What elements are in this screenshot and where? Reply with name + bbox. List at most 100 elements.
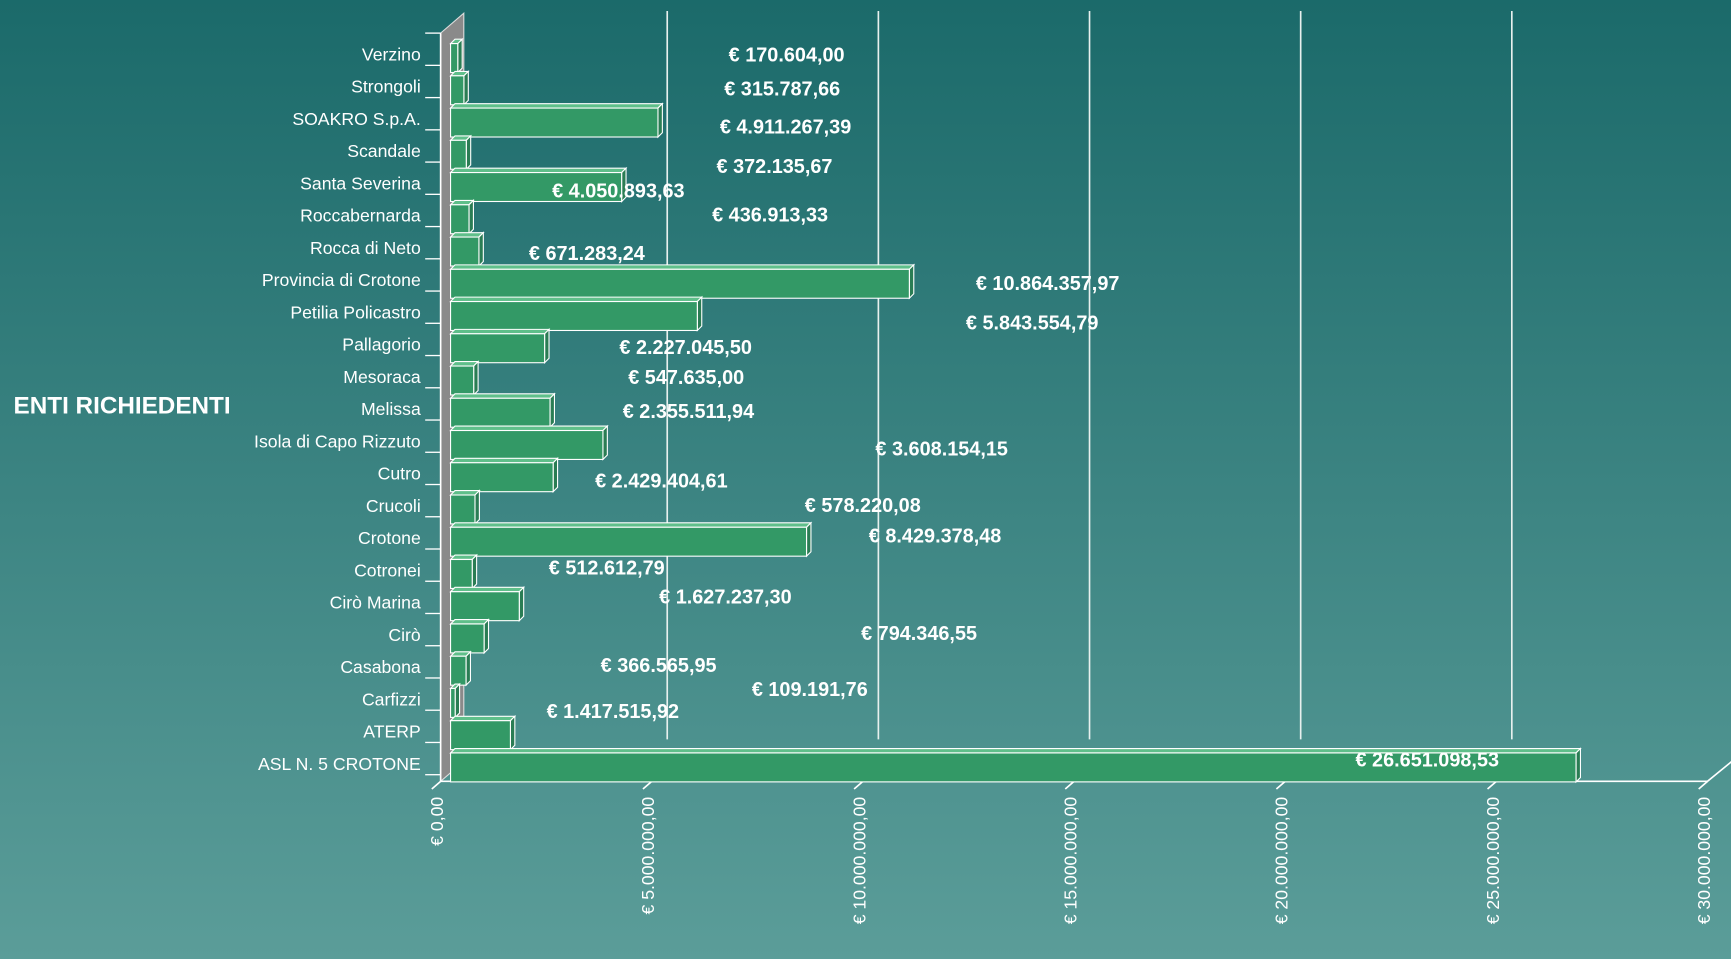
bar xyxy=(449,328,551,365)
bar-side xyxy=(478,231,484,268)
x-tick-label: € 20.000.000,00 xyxy=(1272,797,1292,925)
category-label: Carfizzi xyxy=(362,689,421,709)
value-label: € 1.627.237,30 xyxy=(659,586,792,608)
bar-front xyxy=(450,43,459,74)
bar-front xyxy=(450,720,511,751)
bar-top xyxy=(449,167,628,174)
tick-mark xyxy=(1698,780,1709,790)
category-label: Melissa xyxy=(361,399,421,419)
bar xyxy=(449,682,461,719)
value-label: € 3.608.154,15 xyxy=(875,439,1008,461)
bar xyxy=(449,134,473,171)
bar-side xyxy=(471,553,478,590)
bar xyxy=(449,360,480,397)
bar xyxy=(449,295,704,332)
category-label: Scandale xyxy=(347,141,421,161)
category-label: Cirò Marina xyxy=(330,593,421,613)
bar-front xyxy=(450,558,473,589)
bar xyxy=(449,650,472,687)
bar xyxy=(449,37,464,74)
x-tick-label: € 25.000.000,00 xyxy=(1483,797,1503,925)
value-label: € 436.913,33 xyxy=(712,205,828,227)
tick-mark xyxy=(1486,780,1497,790)
category-label: Crucoli xyxy=(366,496,421,516)
category-label: Santa Severina xyxy=(300,173,421,193)
value-label: € 5.843.554,79 xyxy=(966,313,1099,335)
bar-side xyxy=(552,457,559,494)
bar-front xyxy=(450,591,520,622)
value-label: € 671.283,24 xyxy=(529,243,645,265)
bar-top xyxy=(449,522,813,528)
bar-side xyxy=(474,489,480,526)
value-label: € 8.429.378,48 xyxy=(869,526,1002,548)
bar-front xyxy=(450,655,467,686)
category-label: Verzino xyxy=(362,45,421,65)
bar-side xyxy=(463,70,469,107)
bar xyxy=(449,457,559,494)
value-label: € 2.227.045,50 xyxy=(619,337,752,359)
bar-front xyxy=(450,752,1577,783)
bar-side xyxy=(908,263,915,300)
value-label: € 1.417.515,92 xyxy=(547,701,680,723)
bar-top xyxy=(449,586,526,593)
bar xyxy=(449,553,478,590)
bar-front xyxy=(450,397,551,428)
value-label: € 512.612,79 xyxy=(549,558,665,580)
category-label: Cutro xyxy=(378,464,421,484)
category-label: ASL N. 5 CROTONE xyxy=(258,754,421,774)
x-tick-label: € 0,00 xyxy=(427,797,447,846)
bar-side xyxy=(518,585,525,622)
category-label: SOAKRO S.p.A. xyxy=(292,109,420,129)
tick-mark xyxy=(853,780,864,790)
category-label: Roccabernarda xyxy=(300,206,421,226)
bar-front xyxy=(450,268,910,299)
category-label: Provincia di Crotone xyxy=(262,270,421,290)
value-label: € 4.911.267,39 xyxy=(720,116,851,138)
bar-front xyxy=(450,494,476,525)
value-label: € 547.635,00 xyxy=(628,367,744,389)
bar-side xyxy=(805,521,812,558)
bar-front xyxy=(450,462,554,493)
tick-mark xyxy=(1064,780,1075,790)
category-label: Casabona xyxy=(340,657,421,677)
bar-front xyxy=(450,139,467,170)
bar-front xyxy=(450,623,485,654)
bar-side xyxy=(602,424,608,461)
bar xyxy=(449,102,664,139)
value-label: € 372.135,67 xyxy=(717,156,833,178)
bar xyxy=(449,199,475,236)
bar-front xyxy=(450,365,475,396)
category-label: Petilia Policastro xyxy=(290,302,421,322)
category-label: Cotronei xyxy=(354,560,421,580)
tick-mark xyxy=(431,780,442,790)
bar-side xyxy=(696,295,703,332)
bar-top xyxy=(449,296,704,303)
bar-side xyxy=(473,360,479,397)
x-tick-label: € 15.000.000,00 xyxy=(1061,797,1081,925)
x-tick-label: € 30.000.000,00 xyxy=(1694,797,1714,925)
category-label: Rocca di Neto xyxy=(310,238,421,258)
bar-side xyxy=(509,714,516,751)
x-tick-label: € 10.000.000,00 xyxy=(849,797,869,925)
value-label: € 4.050.893,63 xyxy=(552,180,685,202)
bar-side xyxy=(465,650,472,687)
bar xyxy=(449,714,517,751)
bar xyxy=(449,166,628,203)
bar-front xyxy=(450,687,456,718)
bar-side xyxy=(549,392,555,429)
value-label: € 109.191,76 xyxy=(752,679,868,701)
value-label: € 578.220,08 xyxy=(805,495,921,517)
bar-front xyxy=(450,526,808,557)
bar-top xyxy=(449,715,517,722)
bar-top xyxy=(449,619,490,625)
bar-top xyxy=(449,232,485,238)
bar-side xyxy=(465,134,472,171)
bar xyxy=(449,747,1582,784)
category-label: Crotone xyxy=(358,528,421,548)
bar-top xyxy=(449,393,556,399)
bar-front xyxy=(450,172,623,203)
category-label: ATERP xyxy=(363,722,421,742)
bar-front xyxy=(450,300,698,332)
